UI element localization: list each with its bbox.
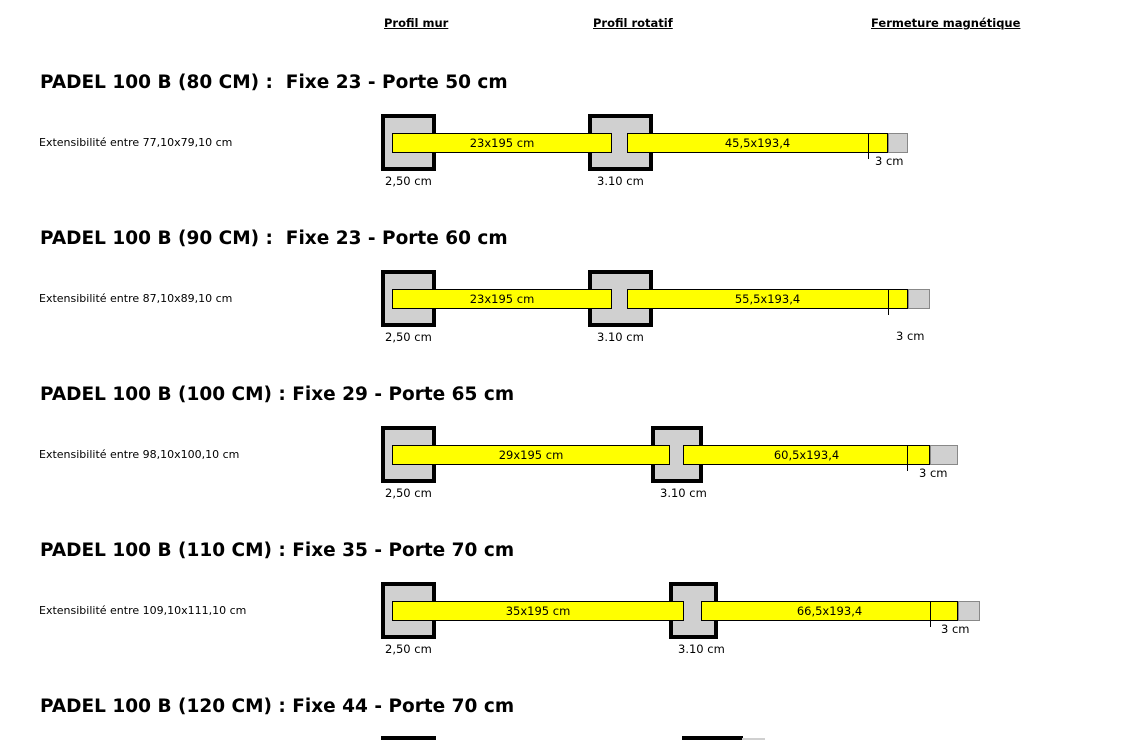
extensibility-text: Extensibilité entre 109,10x111,10 cm (39, 604, 247, 617)
header-magnetic-closure: Fermeture magnétique (871, 16, 1021, 30)
row-title: PADEL 100 B (120 CM) : Fixe 44 - Porte 7… (40, 696, 515, 717)
closure-profile (742, 738, 765, 740)
door-panel: 45,5x193,4 (627, 133, 888, 153)
panel-divider (888, 289, 889, 315)
header-rotating-profile: Profil rotatif (593, 16, 673, 30)
wall-profile (381, 736, 436, 740)
rotating-profile-label: 3.10 cm (660, 486, 707, 500)
extensibility-text: Extensibilité entre 87,10x89,10 cm (39, 292, 233, 305)
closure-profile (958, 601, 980, 621)
rotating-profile (682, 736, 743, 740)
fixed-panel: 23x195 cm (392, 289, 612, 309)
door-panel: 60,5x193,4 (683, 445, 930, 465)
panel-divider (907, 445, 908, 471)
fixed-panel: 29x195 cm (392, 445, 670, 465)
door-panel: 55,5x193,4 (627, 289, 908, 309)
fixed-panel: 35x195 cm (392, 601, 684, 621)
closure-profile (888, 133, 908, 153)
row-title: PADEL 100 B (80 CM) : Fixe 23 - Porte 50… (40, 72, 508, 93)
panel-divider (930, 601, 931, 627)
row-title: PADEL 100 B (90 CM) : Fixe 23 - Porte 60… (40, 228, 508, 249)
door-panel: 66,5x193,4 (701, 601, 958, 621)
wall-profile-label: 2,50 cm (385, 486, 432, 500)
closure-profile (930, 445, 958, 465)
wall-profile-label: 2,50 cm (385, 174, 432, 188)
closure-label: 3 cm (875, 154, 904, 168)
closure-label: 3 cm (941, 622, 970, 636)
closure-label: 3 cm (919, 466, 948, 480)
panel-divider (868, 133, 869, 159)
row-title: PADEL 100 B (110 CM) : Fixe 35 - Porte 7… (40, 540, 515, 561)
wall-profile-label: 2,50 cm (385, 642, 432, 656)
extensibility-text: Extensibilité entre 77,10x79,10 cm (39, 136, 233, 149)
extensibility-text: Extensibilité entre 98,10x100,10 cm (39, 448, 240, 461)
closure-profile (908, 289, 930, 309)
rotating-profile-label: 3.10 cm (678, 642, 725, 656)
row-title: PADEL 100 B (100 CM) : Fixe 29 - Porte 6… (40, 384, 515, 405)
rotating-profile-label: 3.10 cm (597, 174, 644, 188)
header-wall-profile: Profil mur (384, 16, 449, 30)
wall-profile-label: 2,50 cm (385, 330, 432, 344)
closure-label: 3 cm (896, 329, 925, 343)
rotating-profile-label: 3.10 cm (597, 330, 644, 344)
fixed-panel: 23x195 cm (392, 133, 612, 153)
